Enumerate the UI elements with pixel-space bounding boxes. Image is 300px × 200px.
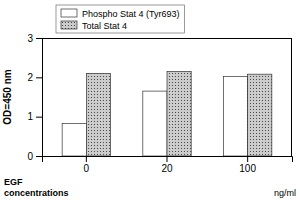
legend-label: Phospho Stat 4 (Tyr693) bbox=[82, 9, 180, 19]
y-tick: 1 bbox=[27, 111, 42, 122]
y-label: OD=450 nm bbox=[2, 69, 13, 124]
y-tick: 2 bbox=[27, 72, 42, 83]
x-tick-label: 100 bbox=[239, 163, 256, 174]
bar bbox=[223, 77, 247, 156]
y-tick-label: 0 bbox=[27, 151, 33, 162]
legend-item: Phospho Stat 4 (Tyr693) bbox=[61, 9, 180, 19]
x-tick-label: 20 bbox=[161, 163, 173, 174]
bar bbox=[86, 73, 110, 156]
frame-top bbox=[42, 38, 292, 39]
x-label: EGFconcentrations bbox=[4, 177, 69, 198]
legend-frame bbox=[56, 5, 185, 33]
y-axis-line bbox=[36, 39, 43, 157]
frame-right bbox=[291, 38, 292, 156]
x-tick: 20 bbox=[161, 156, 173, 174]
bar bbox=[62, 123, 86, 156]
legend-label: Total Stat 4 bbox=[82, 21, 127, 31]
x-tick-mark bbox=[86, 156, 87, 162]
legend-item: Total Stat 4 bbox=[61, 21, 127, 31]
plot-area bbox=[62, 71, 272, 156]
y-tick: 3 bbox=[27, 33, 42, 44]
y-tick-label: 1 bbox=[27, 111, 33, 122]
y-tick: 0 bbox=[27, 151, 42, 162]
bar bbox=[167, 71, 191, 156]
chart: 0 1 2 3 0 20 100 OD=450 nm EGFconcentrations ng/m… bbox=[0, 0, 300, 200]
legend: Phospho Stat 4 (Tyr693) Total Stat 4 bbox=[56, 5, 185, 33]
bar bbox=[143, 91, 167, 156]
x-axis-line bbox=[43, 157, 293, 163]
x-label-line: concentrations bbox=[4, 188, 69, 198]
y-tick-mark bbox=[36, 77, 42, 78]
annotation: ng/ml bbox=[274, 188, 296, 198]
y-tick-mark bbox=[36, 156, 42, 157]
y-axis: 0 1 2 3 bbox=[27, 33, 42, 162]
x-label-line: EGF bbox=[4, 177, 23, 187]
bar-series bbox=[86, 71, 271, 156]
x-axis: 0 20 100 bbox=[43, 156, 293, 174]
x-tick-mark bbox=[167, 156, 168, 162]
legend-swatch bbox=[61, 21, 77, 29]
x-tick: 100 bbox=[239, 156, 256, 174]
y-tick-mark bbox=[36, 117, 42, 118]
x-tick: 0 bbox=[84, 156, 90, 174]
x-tick-mark bbox=[247, 156, 248, 162]
x-tick-label: 0 bbox=[84, 163, 90, 174]
y-tick-label: 3 bbox=[27, 33, 33, 44]
legend-swatch bbox=[61, 9, 77, 17]
y-tick-mark bbox=[36, 38, 42, 39]
bar bbox=[248, 74, 272, 156]
y-tick-label: 2 bbox=[27, 72, 33, 83]
